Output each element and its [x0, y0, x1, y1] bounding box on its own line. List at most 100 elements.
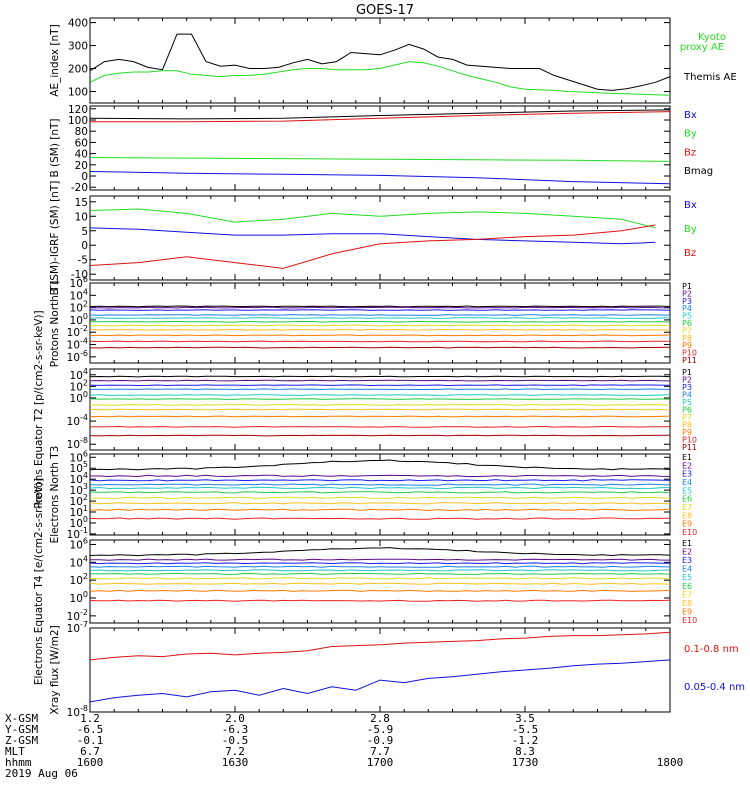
- channel-line-en-7: [89, 502, 671, 505]
- legend-entry: 0.1-0.8 nm: [684, 644, 739, 655]
- footer-value: -5.5: [512, 723, 539, 736]
- channel-line-ee-9: [89, 599, 671, 602]
- channel-label: P4: [682, 304, 692, 313]
- channel-label: P10: [682, 349, 697, 358]
- series-line-bsm-2: [90, 111, 671, 123]
- channel-line-pe-3: [89, 388, 671, 391]
- footer-value: -6.5: [77, 723, 104, 736]
- channel-line-pn-5: [89, 320, 671, 323]
- y-tick-label: 5: [81, 226, 88, 238]
- y-tick-label: 0: [81, 240, 88, 252]
- channel-line-en-9: [89, 517, 671, 520]
- series-line-bsm-1: [89, 157, 671, 162]
- channel-line-ee-0: [89, 547, 671, 557]
- channel-line-pn-0: [89, 305, 671, 308]
- channel-label: E2: [682, 461, 692, 470]
- y-axis-label-bsm: B (SM) [nT]: [49, 118, 61, 177]
- channel-line-pe-9: [89, 425, 671, 428]
- channel-line-pe-7: [89, 408, 671, 411]
- channel-line-pn-6: [90, 324, 671, 327]
- y-tick-label: 120: [68, 104, 88, 116]
- channel-label: P11: [682, 443, 697, 452]
- y-tick-label: 0: [81, 171, 88, 183]
- footer-value: 1700: [367, 756, 394, 769]
- channel-line-ee-5: [89, 572, 671, 575]
- channel-line-en-4: [89, 486, 671, 490]
- channel-label: P1: [682, 368, 692, 377]
- y-axis-label-pe: Protons Equator T2 [p/(cm2-s-sr-keV)]: [33, 310, 45, 508]
- footer-value: 1730: [512, 756, 539, 769]
- series-line-bigrf-0: [89, 227, 656, 245]
- channel-label: P7: [682, 413, 692, 422]
- panel-frame-bigrf: [89, 195, 671, 281]
- channel-label: P11: [682, 356, 697, 365]
- channel-line-pn-2: [89, 309, 671, 311]
- footer-row-label: 2019 Aug 06: [5, 767, 78, 780]
- channel-label: P6: [682, 406, 692, 415]
- footer-value: 7.2: [225, 745, 245, 758]
- footer-value: -1.2: [512, 734, 539, 747]
- panel-frame-ae: [89, 17, 671, 104]
- channel-label: E4: [682, 565, 692, 574]
- y-tick-label: 200: [68, 64, 88, 76]
- channel-label: E1: [682, 539, 692, 548]
- channel-label: P5: [682, 398, 692, 407]
- channel-line-pn-1: [90, 306, 671, 309]
- channel-label: E6: [682, 495, 692, 504]
- y-tick-label: 10-4: [67, 413, 88, 428]
- channel-label: P6: [682, 319, 692, 328]
- series-line-ae-0: [89, 33, 671, 91]
- channel-line-ee-8: [89, 589, 671, 592]
- channel-label: E3: [682, 470, 692, 479]
- y-tick-label: 100: [70, 590, 88, 605]
- channel-label: P2: [682, 376, 692, 385]
- footer-value: 1600: [77, 756, 104, 769]
- legend-entry: By: [684, 224, 697, 235]
- series-line-bigrf-2: [89, 224, 656, 269]
- series-line-bsm-0: [89, 171, 671, 185]
- channel-label: E3: [682, 556, 692, 565]
- y-tick-label: 40: [75, 149, 88, 161]
- channel-label: E5: [682, 573, 692, 582]
- channel-label: P9: [682, 428, 692, 437]
- channel-line-pe-2: [89, 384, 671, 387]
- footer-row-label: X-GSM: [5, 712, 38, 725]
- footer-value: 1.2: [80, 712, 100, 725]
- channel-line-ee-1: [89, 558, 671, 561]
- footer-value: 6.7: [80, 745, 100, 758]
- legend-entry: Bz: [684, 147, 696, 158]
- channel-label: E5: [682, 486, 692, 495]
- series-line-ae-1: [89, 61, 671, 96]
- channel-line-pe-0: [89, 375, 671, 378]
- channel-label: P10: [682, 436, 697, 445]
- footer-value: 2.0: [225, 712, 245, 725]
- legend-entry: Kyoto: [698, 32, 726, 43]
- footer-row-label: Z-GSM: [5, 734, 38, 747]
- y-tick-label: -5: [78, 255, 88, 267]
- y-tick-label: 10-7: [67, 620, 88, 635]
- footer-value: 2.8: [370, 712, 390, 725]
- channel-line-pe-10: [89, 434, 671, 437]
- legend-entry: By: [684, 129, 697, 140]
- channel-label: E7: [682, 503, 692, 512]
- footer-value: 3.5: [515, 712, 535, 725]
- plot-title: GOES-17: [356, 3, 414, 18]
- channel-label: E1: [682, 453, 692, 462]
- channel-line-ee-7: [89, 582, 671, 585]
- y-axis-label-pn: Protons North T1: [49, 279, 61, 367]
- y-tick-label: 10: [75, 211, 88, 223]
- channel-line-en-8: [89, 508, 671, 512]
- panel-frame-en: [89, 453, 671, 536]
- channel-line-pe-5: [89, 398, 671, 400]
- channel-line-pe-8: [89, 415, 671, 418]
- channel-label: E6: [682, 582, 692, 591]
- series-line-bigrf-1: [89, 208, 656, 229]
- footer-row-label: Y-GSM: [5, 723, 38, 736]
- legend-entry: Bx: [684, 110, 697, 121]
- y-tick-label: 80: [75, 126, 88, 138]
- channel-line-pe-4: [89, 394, 671, 396]
- channel-line-ee-3: [89, 565, 671, 568]
- channel-line-pn-10: [89, 346, 671, 349]
- channel-label: E7: [682, 590, 692, 599]
